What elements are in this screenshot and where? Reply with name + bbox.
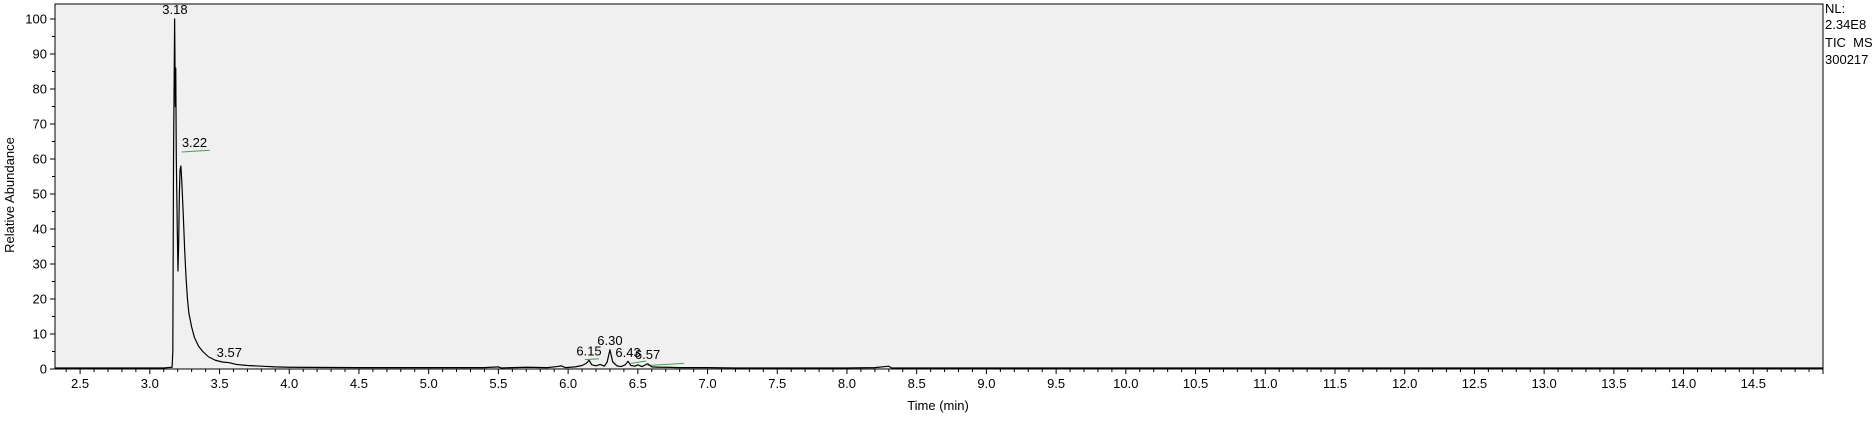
y-tick-label: 30 — [33, 257, 47, 272]
peak-label: 3.18 — [162, 2, 187, 17]
peak-baseline — [181, 149, 210, 153]
y-tick-label: 10 — [33, 327, 47, 342]
series-group — [55, 18, 1823, 369]
x-tick-label: 14.0 — [1671, 376, 1696, 391]
x-tick-label: 7.0 — [699, 376, 717, 391]
x-tick-label: 13.5 — [1601, 376, 1626, 391]
x-tick-label: 6.5 — [629, 376, 647, 391]
x-tick-label: 9.5 — [1047, 376, 1065, 391]
y-tick-label: 70 — [33, 117, 47, 132]
peak-labels: 3.18 3.22 3.57 6.156.306.436.57 — [162, 2, 660, 362]
x-tick-label: 11.0 — [1253, 376, 1277, 391]
info-line-file: 300217 — [1825, 52, 1868, 67]
peak-label: 3.22 — [182, 135, 207, 150]
x-tick-label: 6.0 — [559, 376, 577, 391]
x-tick-label: 10.5 — [1183, 376, 1208, 391]
x-tick-label: 12.5 — [1462, 376, 1487, 391]
peak-baseline — [630, 360, 647, 364]
x-tick-label: 11.5 — [1323, 376, 1347, 391]
x-tick-label: 7.5 — [768, 376, 786, 391]
x-tick-label: 4.5 — [350, 376, 368, 391]
x-tick-label: 13.0 — [1531, 376, 1556, 391]
x-tick-label: 3.0 — [141, 376, 159, 391]
plot-area — [54, 3, 1824, 370]
x-tick-label: 9.0 — [977, 376, 995, 391]
x-tick-label: 14.5 — [1741, 376, 1766, 391]
y-tick-label: 20 — [33, 292, 47, 307]
x-tick-label: 8.5 — [908, 376, 926, 391]
x-tick-label: 2.5 — [71, 376, 89, 391]
peak-label: 3.57 — [217, 345, 242, 360]
info-line-scan: TIC MS — [1825, 35, 1873, 50]
peak-baseline — [647, 362, 684, 366]
peak-label: 6.30 — [597, 333, 622, 348]
x-tick-label: 3.5 — [210, 376, 228, 391]
y-tick-label: 100 — [25, 12, 47, 27]
y-axis: 0 10 20 30 40 50 60 70 80 90 100 — [25, 12, 55, 377]
x-tick-label: 4.0 — [280, 376, 298, 391]
info-line-nl-value: 2.34E8 — [1825, 17, 1866, 32]
x-tick-label: 12.0 — [1392, 376, 1417, 391]
peak-label: 6.57 — [635, 347, 660, 362]
info-line-nl: NL: — [1825, 1, 1845, 16]
x-axis-title: Time (min) — [907, 398, 969, 413]
y-tick-label: 60 — [33, 152, 47, 167]
y-tick-label: 50 — [33, 187, 47, 202]
y-tick-label: 40 — [33, 222, 47, 237]
y-axis-title: Relative Abundance — [2, 137, 17, 253]
instrument-info: NL: 2.34E8 TIC MS 300217 — [1825, 1, 1873, 67]
peak-label: 6.43 — [615, 345, 640, 360]
x-tick-label: 8.0 — [838, 376, 856, 391]
peak-label: 6.15 — [576, 343, 601, 358]
x-tick-label: 5.0 — [420, 376, 438, 391]
peak-baselines — [181, 149, 684, 366]
y-tick-label: 80 — [33, 82, 47, 97]
x-tick-label: 5.5 — [489, 376, 507, 391]
x-axis: 2.5 3.0 3.5 4.0 4.5 5.0 5.5 6.0 6.5 7.0 7.5 8.0 8.5 9… — [65, 369, 1824, 391]
y-tick-label: 90 — [33, 47, 47, 62]
tic-trace — [55, 18, 1823, 369]
peak-baseline — [584, 358, 599, 361]
x-tick-label: 10.0 — [1113, 376, 1138, 391]
y-tick-label: 0 — [40, 362, 47, 377]
